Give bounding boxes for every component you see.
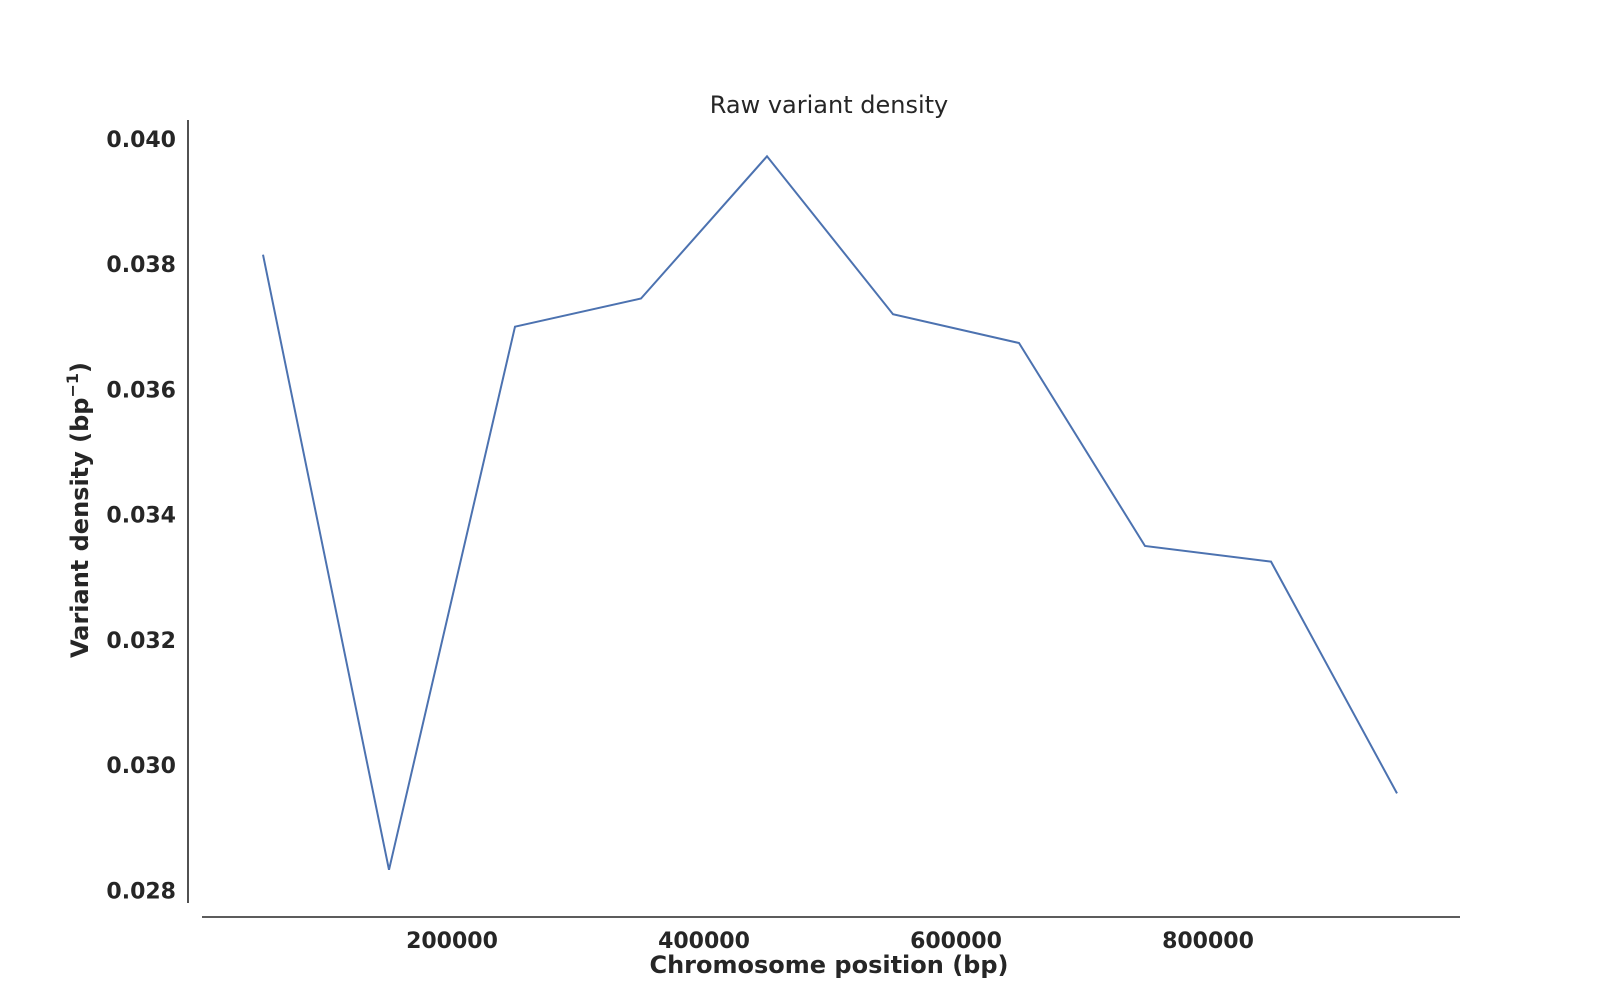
series-group [263, 156, 1397, 870]
y-tick-label: 0.040 [106, 128, 176, 153]
y-tick-label: 0.038 [106, 253, 176, 278]
y-tick-label: 0.036 [106, 378, 176, 403]
x-tick-label: 200000 [406, 929, 498, 954]
y-axis-label-main: Variant density (bp [66, 398, 94, 658]
y-tick-label: 0.030 [106, 754, 176, 779]
y-tick-label: 0.028 [106, 879, 176, 904]
chart-title: Raw variant density [710, 91, 949, 119]
y-axis-label-exponent: −1 [63, 373, 82, 398]
y-tick-labels: 0.028 0.030 0.032 0.034 0.036 0.038 0.040 [106, 128, 176, 905]
x-tick-label: 800000 [1162, 929, 1254, 954]
series-line [263, 156, 1397, 870]
y-tick-label: 0.032 [106, 629, 176, 654]
y-tick-label: 0.034 [106, 504, 176, 529]
x-axis-label: Chromosome position (bp) [649, 951, 1008, 979]
y-axis-label: Variant density (bp−1) [63, 362, 94, 658]
y-axis-label-suffix: ) [66, 362, 94, 373]
